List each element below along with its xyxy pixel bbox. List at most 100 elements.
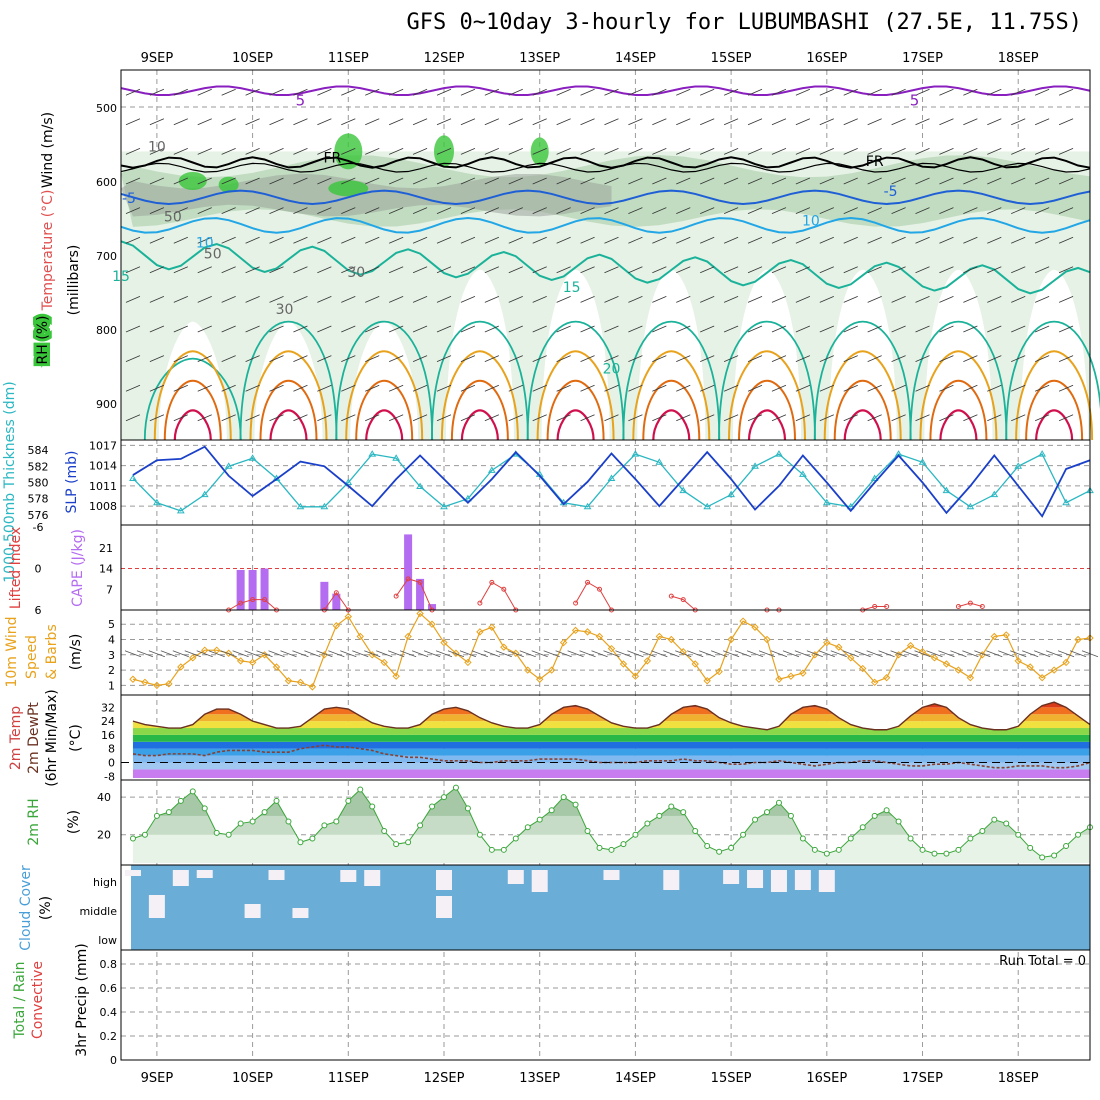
wind-barb <box>221 118 236 126</box>
date-label-bottom: 12SEP <box>424 1071 465 1086</box>
contour-label: -5 <box>884 184 898 200</box>
contour-label: 15 <box>563 280 581 296</box>
wind-barb <box>819 88 834 96</box>
wind-barb <box>197 355 212 362</box>
wind-barb-10m <box>567 650 584 658</box>
temp-contour-20 <box>526 320 625 441</box>
rh2m-point <box>764 809 770 816</box>
wind-barb <box>173 325 188 333</box>
wind-barb <box>341 266 356 274</box>
wind-barb-10m <box>340 650 357 658</box>
rh2m-point <box>943 850 950 857</box>
wind-barb <box>628 236 643 244</box>
wind-barb <box>341 148 356 155</box>
wind-barb-10m <box>1069 650 1087 658</box>
lifted-index-point <box>238 600 244 606</box>
wind-barb <box>843 325 858 333</box>
wind-barb <box>628 148 643 155</box>
rh2m-point <box>464 805 471 812</box>
wind-barb <box>317 88 332 96</box>
wind-barb-10m <box>663 650 680 658</box>
wind-barb <box>723 118 739 126</box>
ylabel-wind: Wind (m/s) <box>40 112 56 188</box>
wind-barb <box>221 88 236 96</box>
temp-contour-25 <box>440 350 519 441</box>
wind-barb <box>939 384 954 392</box>
wind-barb <box>939 177 954 185</box>
wind-barb <box>197 384 212 392</box>
wind-barb <box>771 355 787 362</box>
wind-barb <box>460 325 476 333</box>
wind-barb <box>963 296 978 303</box>
wind-barb-10m <box>842 650 859 658</box>
thickness-marker <box>703 502 712 510</box>
wind-barb <box>556 88 571 96</box>
wind-barb <box>867 148 882 155</box>
wind-barb <box>580 355 595 362</box>
temp-contour-30 <box>929 379 988 441</box>
temp-contour-20 <box>909 320 1008 441</box>
temp-contour-30 <box>163 379 222 441</box>
wind-barb <box>580 296 595 303</box>
thickness-marker <box>224 462 233 469</box>
wind-barb <box>843 384 858 392</box>
wind-barb-10m <box>974 650 991 658</box>
wind-barb <box>580 148 595 155</box>
rh2m-point <box>393 841 400 848</box>
rh2m-point <box>811 846 818 853</box>
y-tick-upper: 700 <box>96 250 117 263</box>
wind-barb <box>747 236 763 244</box>
wind-barb-10m <box>699 650 716 658</box>
wind-barb <box>747 266 763 274</box>
wind-barb <box>365 207 380 214</box>
wind-barb <box>293 118 308 126</box>
wind-barb <box>532 148 547 155</box>
wind-barb-10m <box>304 650 321 658</box>
wind-barb <box>891 118 906 126</box>
temp-band <box>132 707 1090 715</box>
wind-barb <box>149 325 165 333</box>
wind-barb-10m <box>483 650 500 658</box>
wind-barb-10m <box>184 650 201 658</box>
wind-barb <box>149 148 165 155</box>
wind-barb <box>221 355 236 362</box>
wind-speed-point <box>488 623 496 631</box>
wind-barb <box>436 414 452 422</box>
lifted-index-line <box>862 606 887 611</box>
wind-barb <box>436 296 452 303</box>
rh2m-point <box>656 812 663 819</box>
wind-barb <box>963 177 978 185</box>
temp-band <box>132 748 1090 756</box>
y-tick-cape: 14 <box>99 563 113 576</box>
wind-barb <box>460 177 476 185</box>
wind-barb <box>1011 266 1026 274</box>
wind-barb-10m <box>794 650 812 658</box>
wind-speed-point <box>428 620 436 628</box>
y-tick-wind: 1 <box>108 679 115 692</box>
wind-barb <box>245 118 260 126</box>
y-tick-thickness: 580 <box>28 477 49 490</box>
wind-ylabel: 10m Wind Speed & Barbs (m/s) <box>4 616 84 687</box>
wind-barb <box>1034 88 1050 96</box>
rh2m-point <box>716 848 723 855</box>
wind-barb <box>508 266 523 274</box>
wind-barb <box>843 414 858 422</box>
temp-contour-20 <box>1005 320 1100 441</box>
wind-speed-point <box>212 646 221 654</box>
rh2m-point <box>799 835 806 842</box>
temp-contour-10 <box>120 216 1091 234</box>
wind-barb <box>125 177 141 185</box>
wind-barb-10m <box>914 650 931 658</box>
wind-barb-10m <box>1045 650 1063 658</box>
rh2m-point <box>931 850 938 857</box>
lifted-index-point <box>393 593 399 599</box>
rh2m-point <box>141 831 148 838</box>
temp-contour-35 <box>747 409 787 441</box>
contour-label: 10 <box>802 213 820 229</box>
wind-barb <box>269 207 284 214</box>
wind-speed-point <box>1050 666 1058 674</box>
rh2m-point <box>752 816 759 823</box>
wind-speed-point <box>739 617 747 625</box>
lifted-index-point <box>597 586 603 592</box>
wind-barb <box>412 148 428 155</box>
